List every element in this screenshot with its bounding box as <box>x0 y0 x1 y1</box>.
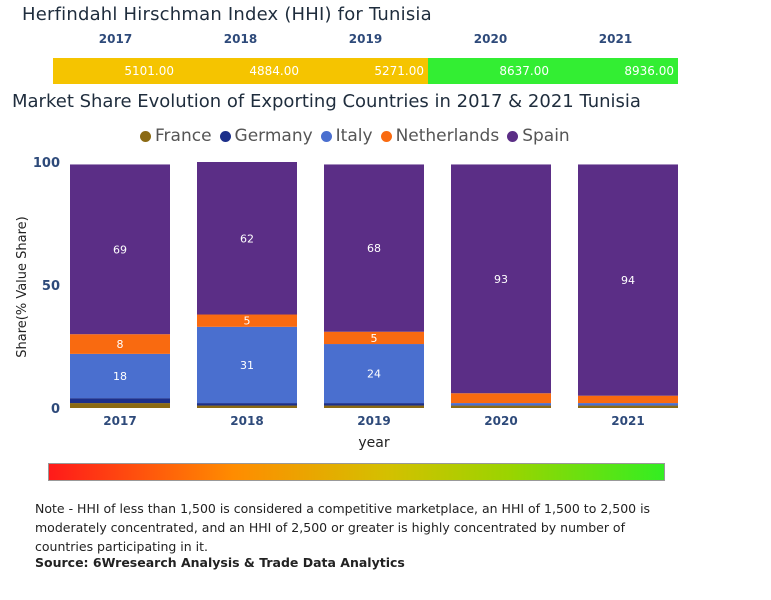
bar-italy-2021 <box>578 403 678 406</box>
hhi-year-2019: 2019 <box>348 32 383 46</box>
bar-italy-2018 <box>197 326 297 404</box>
legend-marker-italy <box>320 130 332 142</box>
x-tick-label-2019: 2019 <box>357 414 390 428</box>
legend-marker-germany <box>219 130 231 142</box>
legend-marker-netherlands <box>380 130 392 142</box>
data-label-spain-2020: 93 <box>494 273 508 286</box>
bar-italy-2019 <box>324 344 424 404</box>
legend-marker-france <box>140 130 151 142</box>
legend-marker-spain <box>507 130 519 142</box>
y-tick-label-0: 0 <box>51 402 60 417</box>
y-axis-label: Share(% Value Share) <box>15 216 30 358</box>
bar-netherlands-2019 <box>324 331 424 345</box>
hhi-gradient-scale <box>48 463 665 481</box>
bar-group: 18 8 69 31 5 62 24 5 68 93 94 <box>70 162 678 408</box>
hhi-title: Herfindahl Hirschman Index (HHI) for Tun… <box>22 4 432 25</box>
hhi-year-2017: 2017 <box>98 32 133 46</box>
data-label-italy-2017: 18 <box>113 370 127 383</box>
bar-spain-2018 <box>197 162 297 315</box>
chart-title: Market Share Evolution of Exporting Coun… <box>12 91 641 112</box>
y-tick-label-100: 100 <box>33 156 60 171</box>
legend-label-italy: Italy <box>335 126 373 146</box>
legend-label-france: France <box>155 126 212 146</box>
legend-label-netherlands: Netherlands <box>395 126 500 146</box>
data-label-italy-2018: 31 <box>240 359 254 372</box>
bar-france-2020 <box>451 405 551 408</box>
bar-netherlands-2020 <box>451 393 551 404</box>
hhi-cell-2018: 4884.00 <box>178 58 303 84</box>
bar-germany-2019 <box>324 403 424 406</box>
note-text: Note - HHI of less than 1,500 is conside… <box>35 501 651 554</box>
legend-item-germany: Germany <box>219 126 313 146</box>
bar-italy-2017 <box>70 353 170 399</box>
bar-france-2018 <box>197 405 297 408</box>
data-label-spain-2017: 69 <box>113 243 127 256</box>
bar-france-2017 <box>70 403 170 408</box>
hhi-year-row: 2017 2018 2019 2020 2021 <box>53 32 679 50</box>
bar-spain-2021 <box>578 164 678 396</box>
source-text: Source: 6Wresearch Analysis & Trade Data… <box>35 555 405 570</box>
bar-netherlands-2018 <box>197 314 297 327</box>
bar-italy-2020 <box>451 403 551 406</box>
data-label-spain-2018: 62 <box>240 232 254 245</box>
axes-group: 2017 2018 2019 2020 2021 0 50 100 Share(% Value … <box>15 156 645 451</box>
chart-legend: France Germany Italy Netherlands Spain <box>140 125 578 147</box>
hhi-strip: 5101.00 4884.00 5271.00 8637.00 8936.00 <box>53 58 679 84</box>
x-tick-label-2021: 2021 <box>611 414 644 428</box>
bar-spain-2019 <box>324 164 424 332</box>
legend-item-france: France <box>140 126 212 146</box>
bar-france-2021 <box>578 405 678 408</box>
bar-spain-2017 <box>70 164 170 335</box>
hhi-cell-2021: 8936.00 <box>553 58 678 84</box>
bar-netherlands-2021 <box>578 395 678 404</box>
data-label-italy-2019: 24 <box>367 368 381 381</box>
hhi-cell-2020: 8637.00 <box>428 58 553 84</box>
data-label-netherlands-2018: 5 <box>244 315 251 328</box>
bar-germany-2017 <box>70 398 170 404</box>
data-label-spain-2021: 94 <box>621 274 635 287</box>
data-label-spain-2019: 68 <box>367 242 381 255</box>
bar-germany-2018 <box>197 403 297 406</box>
legend-item-italy: Italy <box>320 126 373 146</box>
stacked-bar-chart: 18 8 69 31 5 62 24 5 68 93 94 2017 2018 2019 2020 2021… <box>15 156 678 451</box>
bar-netherlands-2017 <box>70 334 170 354</box>
hhi-year-2021: 2021 <box>598 32 633 46</box>
legend-label-spain: Spain <box>522 126 570 146</box>
hhi-year-2018: 2018 <box>223 32 258 46</box>
data-label-netherlands-2019: 5 <box>371 332 378 345</box>
bar-france-2019 <box>324 405 424 408</box>
legend-item-netherlands: Netherlands <box>380 126 500 146</box>
legend-item-spain: Spain <box>507 126 570 146</box>
hhi-cell-2019: 5271.00 <box>303 58 428 84</box>
x-tick-label-2020: 2020 <box>484 414 517 428</box>
x-tick-label-2017: 2017 <box>103 414 136 428</box>
data-label-netherlands-2017: 8 <box>117 338 124 351</box>
x-tick-label-2018: 2018 <box>230 414 263 428</box>
y-tick-label-50: 50 <box>42 279 60 294</box>
bar-spain-2020 <box>451 164 551 394</box>
hhi-cell-2017: 5101.00 <box>53 58 178 84</box>
x-axis-label: year <box>358 435 389 451</box>
legend-label-germany: Germany <box>234 126 313 146</box>
hhi-year-2020: 2020 <box>473 32 508 46</box>
